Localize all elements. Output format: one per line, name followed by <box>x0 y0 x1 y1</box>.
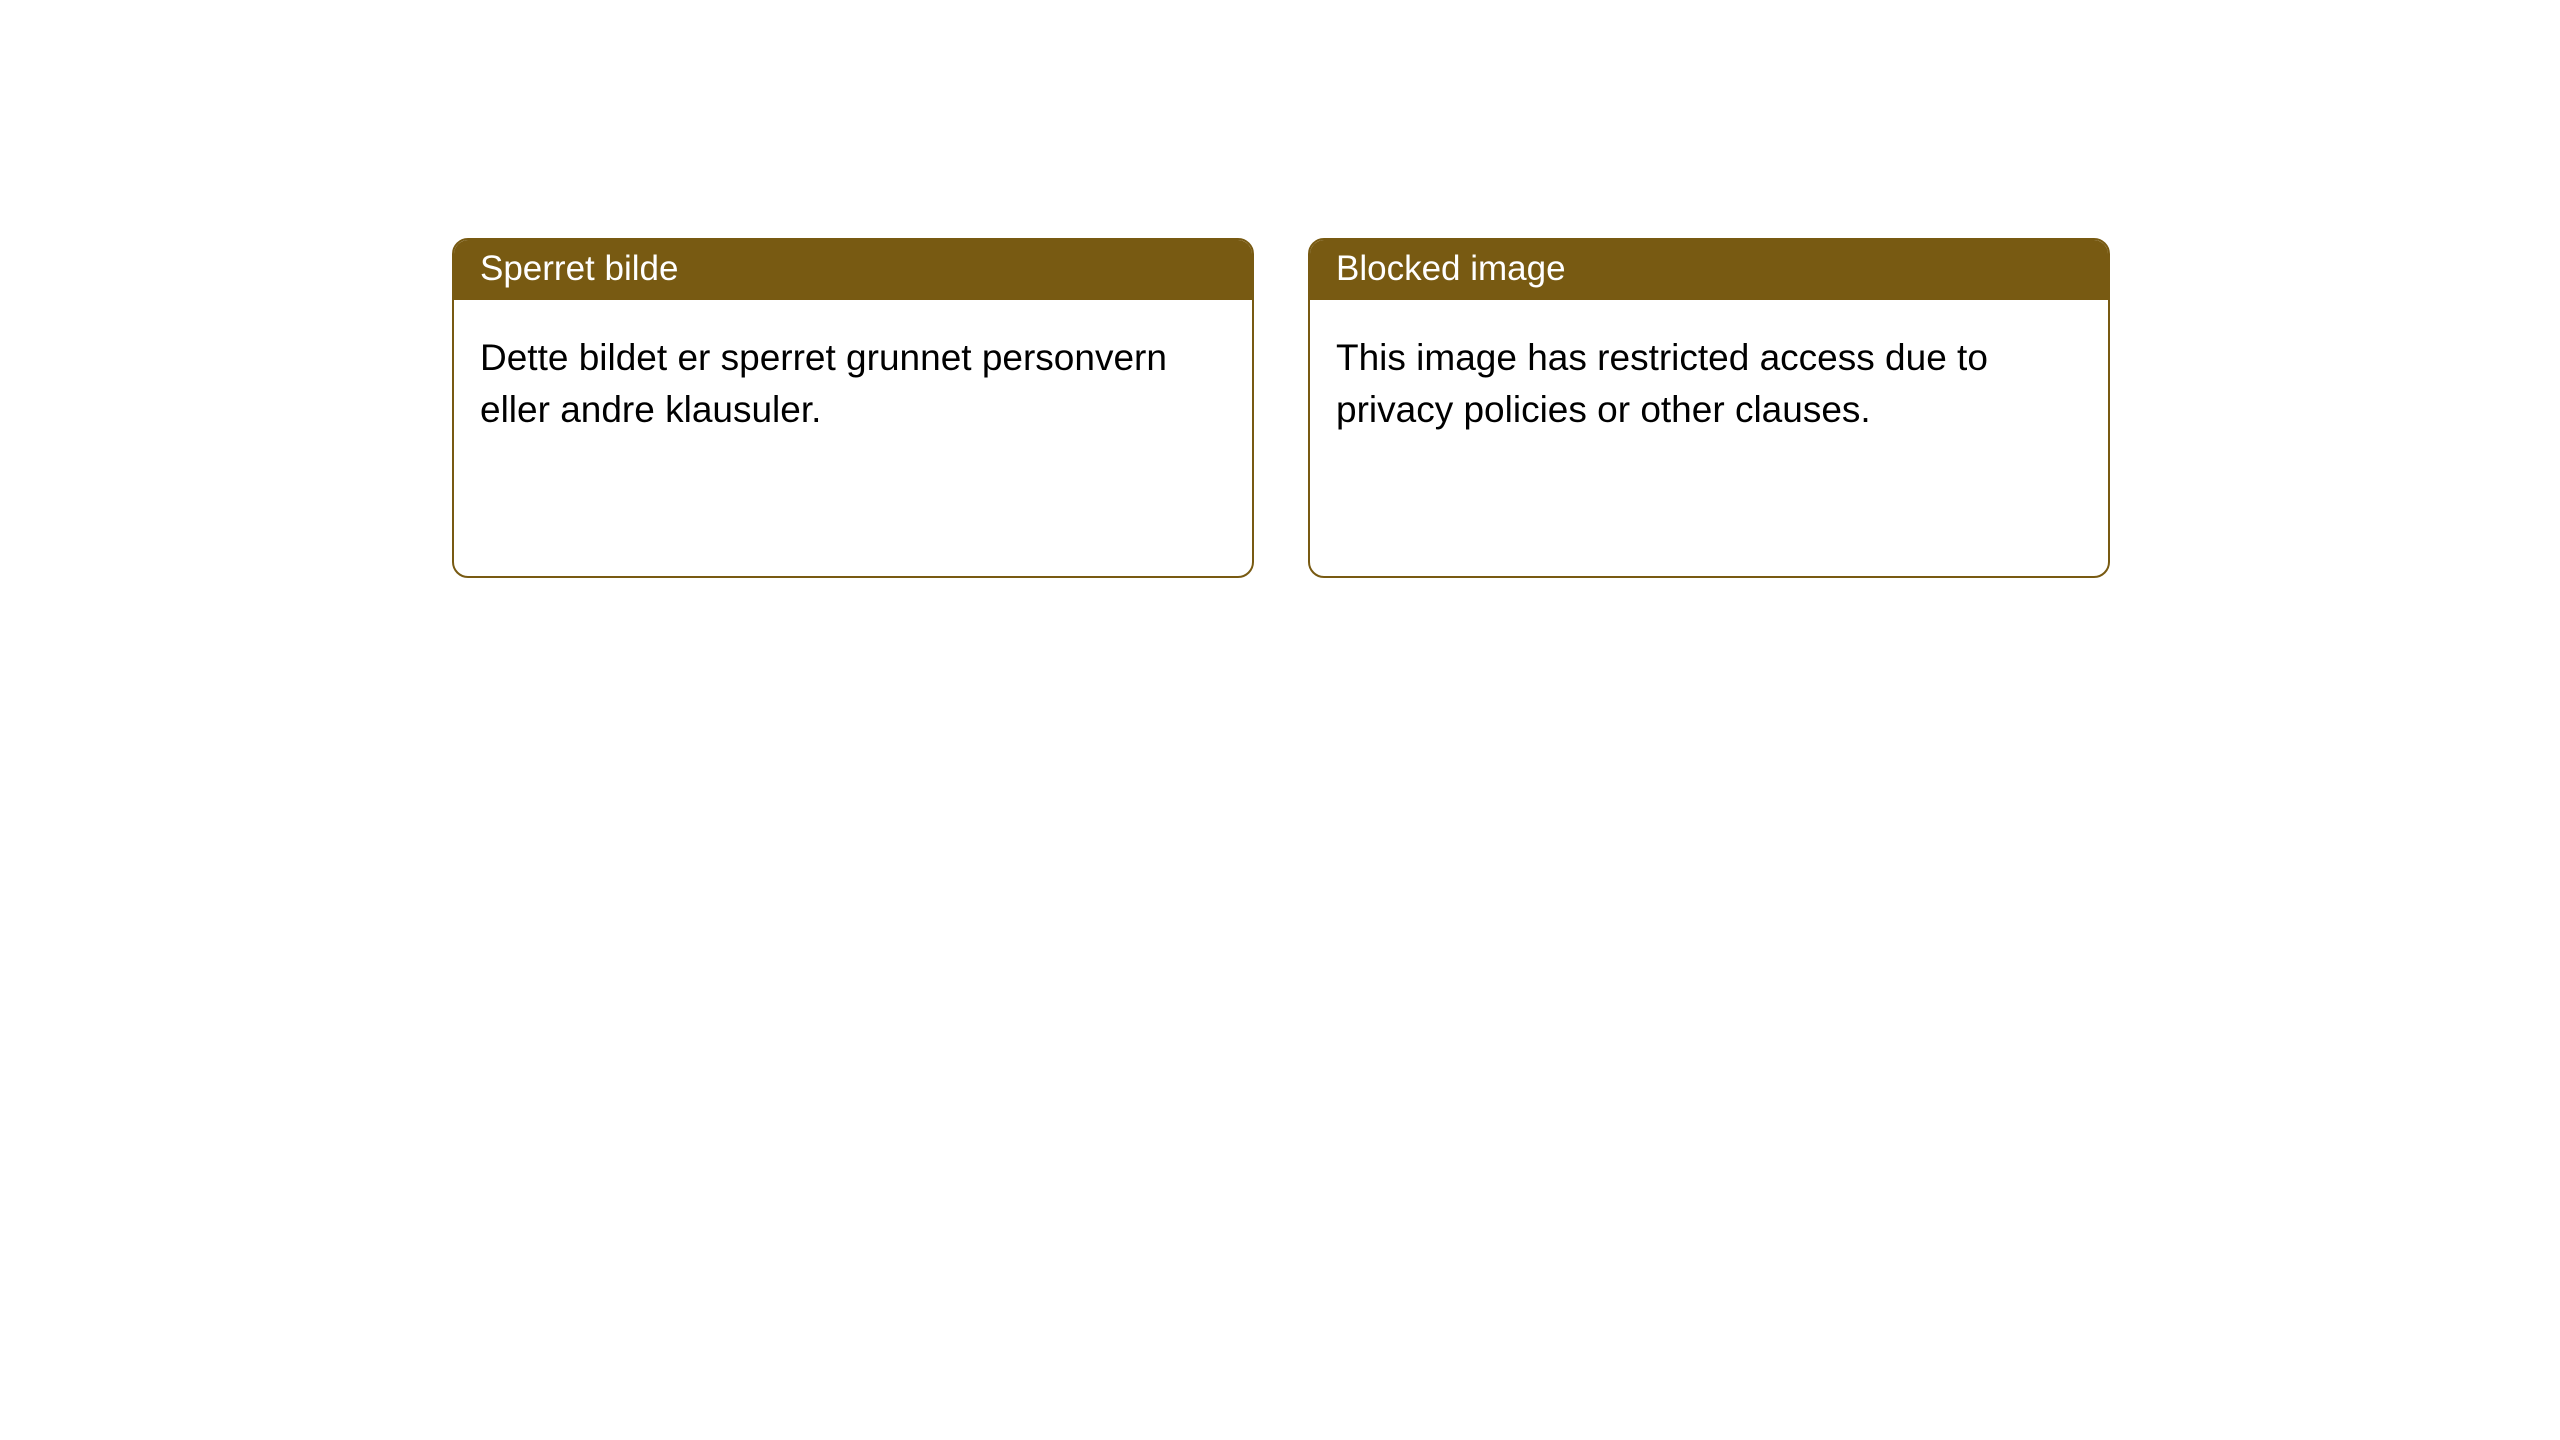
notice-title-norwegian: Sperret bilde <box>454 240 1252 300</box>
notice-body-norwegian: Dette bildet er sperret grunnet personve… <box>454 300 1252 576</box>
notice-body-english: This image has restricted access due to … <box>1310 300 2108 576</box>
notice-container: Sperret bilde Dette bildet er sperret gr… <box>0 0 2560 578</box>
notice-card-english: Blocked image This image has restricted … <box>1308 238 2110 578</box>
notice-title-english: Blocked image <box>1310 240 2108 300</box>
notice-card-norwegian: Sperret bilde Dette bildet er sperret gr… <box>452 238 1254 578</box>
